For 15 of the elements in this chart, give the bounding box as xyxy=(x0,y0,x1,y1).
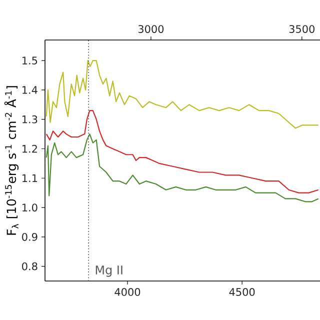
line-series xyxy=(46,110,319,194)
y-tick-label: 1.3 xyxy=(22,115,38,124)
y-tick-label: 1.2 xyxy=(22,144,37,153)
y-tick-label: 0.9 xyxy=(22,232,38,241)
x2-tick-label: 3500 xyxy=(289,25,314,33)
y-tick-label: 1.4 xyxy=(22,86,38,94)
y-tick-label: 1.5 xyxy=(22,56,38,64)
x2-tick-label: 3000 xyxy=(138,25,164,33)
y-tick-label: 1.1 xyxy=(22,174,38,182)
ref-line-label: Mg II xyxy=(96,266,122,277)
x-tick-label: 4500 xyxy=(229,288,255,296)
text: F$_{λ}$ [10$^{-15}$erg s$^{-1}$ cm$^{-2}$ Å$^{-1}$] xyxy=(4,86,19,235)
y-tick-label: 1.0 xyxy=(22,204,38,212)
x-tick-label: 4000 xyxy=(114,288,140,296)
y-tick-label: 0.8 xyxy=(22,262,38,270)
